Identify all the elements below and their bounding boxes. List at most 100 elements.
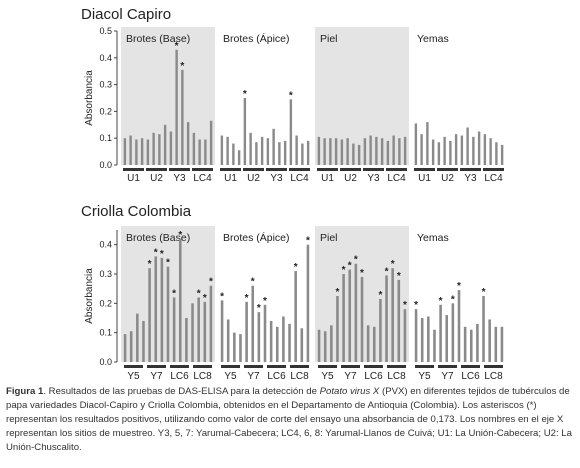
bar — [329, 138, 332, 165]
bar — [334, 138, 338, 165]
group-label: Y5 — [418, 371, 431, 382]
bar — [163, 124, 167, 165]
group-bracket — [147, 365, 166, 368]
bar — [431, 139, 435, 165]
group-label: Y7 — [247, 371, 260, 382]
caption-label: Figura 1 — [6, 386, 44, 397]
positive-asterisk: * — [263, 296, 267, 307]
bar — [342, 274, 345, 362]
bar — [340, 139, 344, 165]
bar — [255, 142, 258, 165]
group-label: LC4 — [484, 173, 503, 184]
positive-asterisk: * — [391, 259, 395, 270]
positive-asterisk: * — [403, 300, 407, 311]
bar — [158, 134, 161, 165]
bar — [346, 138, 349, 165]
bar — [251, 285, 255, 362]
positive-asterisk: * — [306, 236, 310, 247]
bar — [477, 131, 481, 165]
bar — [323, 138, 326, 165]
bar — [357, 144, 361, 165]
bar — [443, 136, 446, 165]
group-bracket — [484, 365, 503, 368]
positive-asterisk: * — [203, 293, 207, 304]
y-tick-label: 0.5 — [99, 26, 112, 36]
group-label: U2 — [441, 173, 454, 184]
bar — [454, 134, 458, 165]
panel-label: Brotes (Ápice) — [223, 231, 290, 244]
bar — [220, 135, 224, 165]
chart-2: Criolla Colombia Absorbancia 0.0 0.1 0.2 0.3 0… — [81, 203, 504, 382]
group-bracket — [267, 365, 286, 368]
caption-text-after: (PVX) en diferentes tejidos de tubérculo… — [6, 386, 572, 453]
group-label: Y7 — [150, 371, 163, 382]
positive-asterisk: * — [148, 259, 152, 270]
y-tick-label: 0.3 — [99, 269, 112, 279]
bar — [301, 143, 304, 165]
bar — [278, 142, 281, 165]
bar — [391, 268, 394, 362]
group-label: Y7 — [441, 371, 454, 382]
bar — [451, 303, 455, 362]
bar — [226, 136, 229, 165]
group-label: Y3 — [367, 173, 380, 184]
group-bracket — [461, 365, 480, 368]
bar — [414, 123, 418, 165]
group-label: LC8 — [193, 371, 212, 382]
bar — [172, 297, 176, 362]
bar — [203, 301, 207, 362]
bar — [272, 128, 275, 165]
bar — [257, 312, 261, 362]
group-label: LC6 — [267, 371, 286, 382]
group-label: Y3 — [464, 173, 477, 184]
bar — [414, 309, 418, 362]
bar — [178, 238, 182, 362]
bar — [482, 296, 485, 362]
group-bracket — [290, 365, 309, 368]
group-label: U1 — [321, 173, 334, 184]
bar — [403, 136, 407, 165]
group-label: LC6 — [364, 371, 383, 382]
bar — [379, 298, 382, 362]
bar — [494, 326, 498, 362]
panel-label: Brotes (Base) — [126, 33, 190, 45]
y-axis-label: Absorbancia — [84, 268, 95, 324]
y-tick-label: 0.2 — [99, 298, 112, 308]
bar — [500, 326, 504, 362]
bar — [348, 269, 352, 362]
panel-label: Piel — [320, 33, 338, 45]
bar — [237, 150, 241, 165]
group-bracket — [340, 168, 361, 171]
group-label: U2 — [150, 173, 163, 184]
bar — [232, 143, 235, 165]
bar — [136, 313, 139, 362]
bar — [460, 135, 464, 165]
bar — [420, 134, 423, 165]
positive-asterisk: * — [385, 266, 389, 277]
bar — [360, 276, 364, 362]
positive-asterisk: * — [166, 258, 170, 269]
positive-asterisk: * — [197, 288, 201, 299]
group-bracket — [318, 365, 337, 368]
group-label: U2 — [247, 173, 260, 184]
bar — [457, 290, 461, 362]
bar — [317, 136, 321, 165]
positive-asterisk: * — [172, 288, 176, 299]
positive-asterisk: * — [294, 262, 298, 273]
bar — [363, 138, 367, 165]
bar — [372, 326, 376, 362]
positive-asterisk: * — [180, 61, 184, 72]
bar — [148, 268, 151, 362]
group-label: U1 — [127, 173, 140, 184]
group-label: LC8 — [387, 371, 406, 382]
bar — [123, 138, 127, 165]
positive-asterisk: * — [160, 249, 164, 260]
bar — [239, 334, 242, 362]
bar — [369, 135, 372, 165]
panel-label: Yemas — [417, 232, 449, 244]
chart-title: Diacol Capiro — [81, 6, 171, 23]
group-bracket — [289, 168, 310, 171]
y-tick-label: 0.0 — [99, 357, 112, 367]
bar — [427, 316, 430, 362]
group-label: LC6 — [461, 371, 480, 382]
